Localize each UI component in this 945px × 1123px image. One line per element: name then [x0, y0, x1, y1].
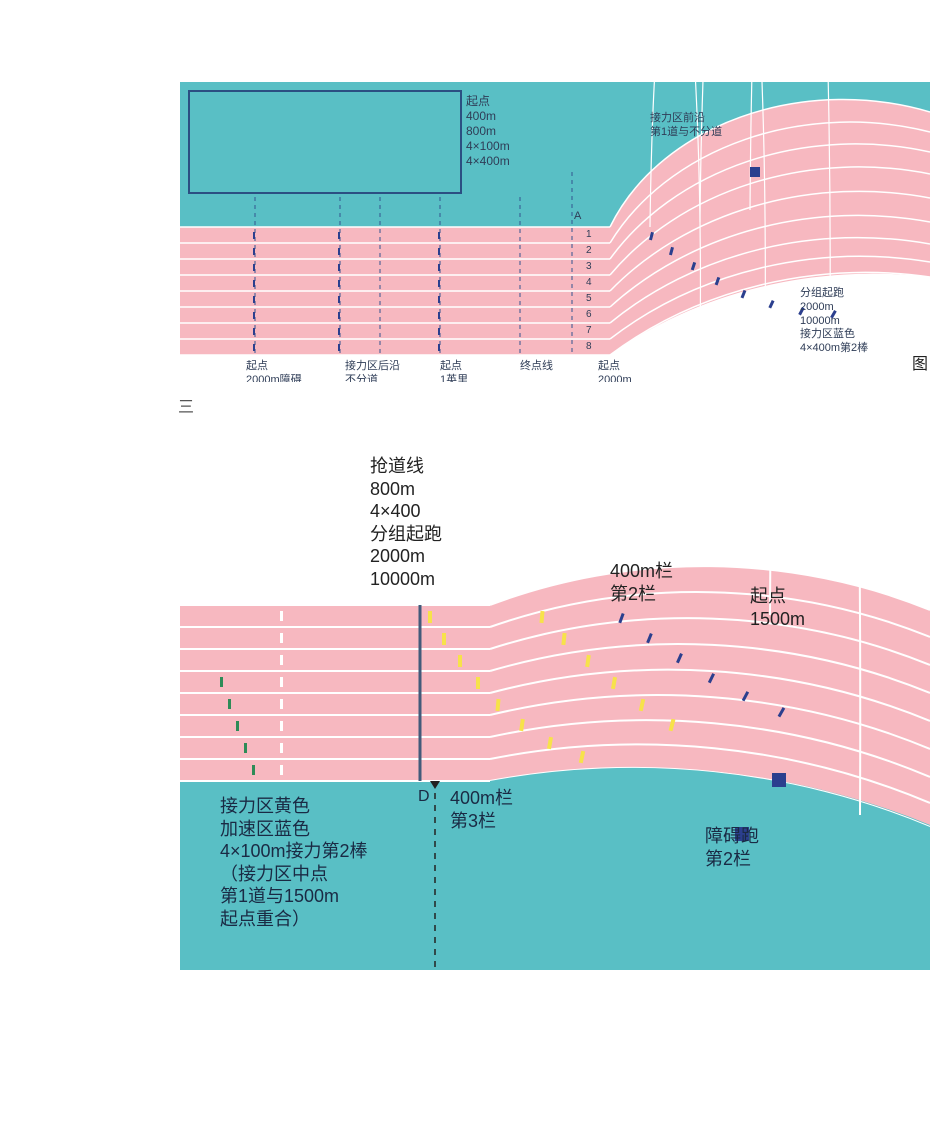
- fig1-top-center: 起点 400m 800m 4×100m 4×400m: [466, 94, 510, 169]
- lane-num-5: 5: [586, 293, 592, 306]
- lane-num-8: 8: [586, 341, 592, 354]
- page-root: A 1 2 3 4 5 6 7 8 起点 400m 800m 4×100m 4×…: [0, 0, 945, 1123]
- fig1-bl-1: 接力区后沿 不分道: [345, 360, 400, 382]
- label-steeple2: 障碍跑 第2栏: [705, 825, 759, 870]
- fig1-bl-4: 起点 2000m 10000m: [598, 360, 638, 382]
- fig2-bottom-left: 接力区黄色 加速区蓝色 4×100m接力第2棒 （接力区中点 第1道与1500m…: [220, 795, 368, 930]
- label-start-1500: 起点 1500m: [750, 585, 805, 630]
- fig1-bl-3: 终点线: [520, 360, 553, 374]
- fig1-bl-0: 起点 2000m障碍: [246, 360, 302, 382]
- lane-num-4: 4: [586, 277, 592, 290]
- menu-icon: 三: [178, 398, 194, 418]
- label-A: A: [574, 210, 581, 224]
- fig2-top-labels: 抢道线 800m 4×400 分组起跑 2000m 10000m: [370, 455, 442, 590]
- lane-num-3: 3: [586, 261, 592, 274]
- fig1-top-right: 接力区前沿 第1道与不分道: [650, 112, 722, 140]
- track-diagram-bottom: 抢道线 800m 4×400 分组起跑 2000m 10000m 400m栏 第…: [180, 455, 930, 970]
- lane-num-6: 6: [586, 309, 592, 322]
- figure-label: 图: [912, 355, 928, 375]
- label-D: D: [418, 787, 430, 807]
- lane-num-1: 1: [586, 229, 592, 242]
- lane-num-7: 7: [586, 325, 592, 338]
- label-400m-h3: 400m栏 第3栏: [450, 787, 513, 832]
- lane-num-2: 2: [586, 245, 592, 258]
- fig1-far-right: 分组起跑 2000m 10000m 接力区蓝色 4×400m第2棒: [800, 287, 868, 356]
- fig1-bl-2: 起点 1英里: [440, 360, 468, 382]
- track-diagram-top: A 1 2 3 4 5 6 7 8 起点 400m 800m 4×100m 4×…: [180, 82, 930, 382]
- label-400m-h2: 400m栏 第2栏: [610, 560, 673, 605]
